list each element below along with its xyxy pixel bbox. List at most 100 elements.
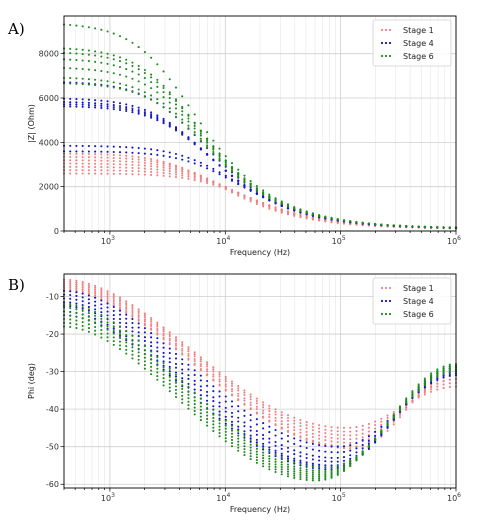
- data-point: [81, 324, 84, 327]
- data-point: [411, 399, 414, 402]
- data-point: [386, 414, 389, 417]
- data-point: [324, 216, 327, 219]
- data-point: [174, 378, 178, 381]
- data-point: [94, 286, 97, 289]
- data-point: [150, 111, 153, 114]
- data-point: [218, 173, 221, 176]
- data-point: [262, 416, 265, 419]
- legend-box: [372, 19, 452, 67]
- data-point: [112, 336, 115, 339]
- data-point: [224, 169, 227, 172]
- data-point: [193, 406, 196, 409]
- data-point: [187, 124, 190, 127]
- data-point: [206, 384, 209, 387]
- data-point: [212, 413, 215, 416]
- data-point: [162, 150, 165, 153]
- data-point: [448, 363, 451, 366]
- data-point: [423, 393, 426, 396]
- data-point: [143, 95, 146, 98]
- data-point: [156, 102, 159, 105]
- data-point: [137, 158, 140, 161]
- data-point: [274, 410, 277, 413]
- data-point: [293, 422, 296, 425]
- data-point: [398, 405, 402, 408]
- data-point: [274, 453, 277, 456]
- data-point: [224, 380, 227, 383]
- data-point: [442, 365, 445, 368]
- data-point: [423, 379, 426, 382]
- data-point: [150, 94, 153, 97]
- data-point: [150, 160, 153, 163]
- data-point: [367, 435, 370, 438]
- data-point: [218, 147, 221, 150]
- data-point: [87, 60, 90, 63]
- data-point: [174, 98, 178, 101]
- data-point: [318, 427, 321, 430]
- data-point: [112, 305, 115, 309]
- data-point: [212, 170, 215, 173]
- data-point: [69, 144, 72, 147]
- data-point: [430, 374, 433, 377]
- data-point: [367, 430, 370, 433]
- data-point: [318, 459, 321, 462]
- data-point: [199, 130, 202, 133]
- y-tick-label: -40: [46, 405, 59, 414]
- data-point: [81, 103, 84, 106]
- data-point: [75, 283, 78, 286]
- data-point: [81, 288, 84, 291]
- data-point: [355, 451, 358, 454]
- data-point: [174, 348, 178, 351]
- data-point: [249, 458, 252, 461]
- data-point: [137, 152, 140, 155]
- data-point: [150, 165, 153, 168]
- data-point: [156, 341, 159, 344]
- legend-marker-dot: [380, 28, 384, 32]
- data-point: [143, 68, 146, 72]
- data-point: [87, 68, 90, 71]
- data-point: [349, 434, 352, 437]
- data-point: [286, 450, 290, 453]
- data-point: [181, 377, 184, 380]
- data-point: [106, 328, 109, 331]
- data-point: [75, 291, 78, 294]
- data-point: [212, 426, 215, 429]
- data-point: [69, 150, 72, 153]
- data-point: [156, 63, 159, 66]
- data-point: [131, 307, 134, 310]
- data-point: [249, 197, 252, 200]
- data-point: [243, 445, 246, 448]
- data-point: [125, 302, 128, 305]
- data-point: [81, 83, 84, 86]
- data-point: [106, 302, 109, 305]
- data-point: [249, 443, 252, 446]
- data-point: [162, 355, 165, 358]
- data-point: [69, 103, 72, 106]
- data-point: [150, 332, 153, 335]
- data-point: [299, 473, 302, 476]
- data-point: [131, 322, 134, 325]
- data-point: [318, 479, 321, 482]
- data-point: [212, 182, 215, 185]
- data-point: [94, 153, 97, 156]
- data-point: [87, 153, 90, 156]
- data-point: [81, 53, 84, 56]
- data-point: [137, 347, 140, 350]
- data-point: [218, 401, 221, 404]
- data-point: [181, 384, 184, 387]
- data-point: [436, 385, 439, 388]
- data-point: [118, 331, 122, 334]
- data-point: [94, 325, 97, 329]
- data-point: [218, 380, 221, 383]
- data-point: [392, 411, 395, 414]
- data-point: [318, 449, 321, 452]
- data-point: [112, 86, 115, 89]
- data-point: [224, 155, 227, 158]
- data-point: [143, 114, 146, 117]
- data-point: [87, 150, 90, 153]
- data-point: [255, 418, 258, 421]
- panel-b-phase-plot: B)103 104 105 106-10-20-30-40-50-60Frequenc…: [8, 273, 461, 514]
- data-point: [174, 107, 178, 110]
- data-point: [237, 446, 240, 449]
- data-point: [156, 114, 159, 117]
- data-point: [349, 449, 352, 452]
